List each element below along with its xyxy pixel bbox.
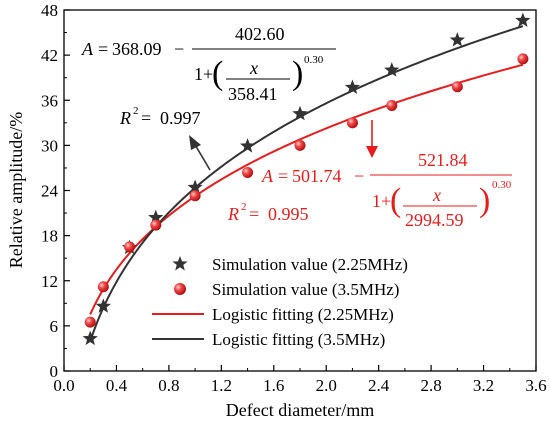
x-axis: 0.0 0.4 0.8 1.2 1.6 2.0 2.4 2.8 3.2 3.6 bbox=[53, 365, 547, 395]
svg-text:Simulation value (3.5MHz): Simulation value (3.5MHz) bbox=[212, 280, 399, 299]
svg-text:402.60: 402.60 bbox=[235, 24, 285, 44]
svg-text:(: ( bbox=[390, 182, 401, 219]
sphere-point bbox=[517, 53, 529, 65]
sphere-point bbox=[386, 100, 398, 112]
x-tick-label: 0.4 bbox=[106, 376, 128, 395]
svg-text:2: 2 bbox=[133, 105, 139, 117]
star-point bbox=[384, 62, 400, 77]
star-point bbox=[292, 105, 308, 121]
svg-text:Logistic fitting (2.25MHz): Logistic fitting (2.25MHz) bbox=[212, 305, 394, 324]
svg-text:0.30: 0.30 bbox=[492, 179, 512, 191]
red-fit-equation: A = 501.74 − 521.84 1+ ( x 2994.59 ) 0.3… bbox=[261, 150, 512, 230]
red-pointer-arrow bbox=[366, 120, 378, 158]
star-point bbox=[187, 179, 203, 194]
y-tick-label: 36 bbox=[41, 91, 58, 110]
legend-sphere-marker bbox=[174, 283, 186, 295]
svg-text:=: = bbox=[249, 204, 259, 224]
svg-text:368.09: 368.09 bbox=[112, 39, 162, 59]
svg-text:0.997: 0.997 bbox=[160, 108, 201, 128]
x-tick-label: 3.6 bbox=[525, 376, 546, 395]
legend-entry-fit-225: Logistic fitting (2.25MHz) bbox=[152, 305, 394, 324]
star-point bbox=[95, 298, 111, 313]
fit-curve bbox=[89, 63, 524, 315]
svg-text:R: R bbox=[119, 108, 131, 128]
legend: Simulation value (2.25MHz) Simulation va… bbox=[152, 255, 408, 349]
svg-text:501.74: 501.74 bbox=[292, 166, 342, 186]
y-axis: 0 6 12 18 24 30 36 42 48 bbox=[41, 1, 70, 381]
y-tick-label: 6 bbox=[50, 317, 59, 336]
x-tick-label: 0.8 bbox=[158, 376, 179, 395]
svg-text:R: R bbox=[227, 204, 239, 224]
legend-entry-fit-35: Logistic fitting (3.5MHz) bbox=[152, 330, 385, 349]
data-points bbox=[82, 12, 531, 346]
svg-text:1+: 1+ bbox=[194, 64, 213, 84]
x-tick-label: 2.8 bbox=[420, 376, 441, 395]
sphere-point bbox=[294, 139, 306, 151]
svg-text:=: = bbox=[98, 39, 108, 59]
sphere-point bbox=[124, 241, 136, 253]
svg-text:1+: 1+ bbox=[372, 191, 391, 211]
star-point bbox=[148, 209, 164, 225]
svg-text:0.30: 0.30 bbox=[304, 54, 324, 66]
x-tick-label: 0.0 bbox=[53, 376, 74, 395]
sphere-point bbox=[84, 316, 96, 328]
fit-curve bbox=[89, 25, 524, 342]
svg-text:Simulation value (2.25MHz): Simulation value (2.25MHz) bbox=[212, 255, 408, 274]
x-tick-label: 1.6 bbox=[263, 376, 284, 395]
x-tick-label: 2.0 bbox=[316, 376, 337, 395]
svg-text:A: A bbox=[81, 39, 94, 59]
svg-text:521.84: 521.84 bbox=[418, 150, 468, 170]
y-tick-label: 30 bbox=[41, 136, 58, 155]
svg-text:A: A bbox=[261, 166, 274, 186]
y-tick-label: 12 bbox=[41, 272, 58, 291]
x-tick-label: 1.2 bbox=[211, 376, 232, 395]
svg-text:=: = bbox=[278, 166, 288, 186]
legend-entry-sim-35: Simulation value (3.5MHz) bbox=[174, 280, 399, 299]
svg-text:(: ( bbox=[212, 55, 223, 92]
y-tick-label: 42 bbox=[41, 46, 58, 65]
legend-entry-sim-225: Simulation value (2.25MHz) bbox=[172, 255, 408, 274]
x-axis-title: Defect diameter/mm bbox=[226, 400, 374, 420]
svg-text:−: − bbox=[354, 166, 364, 186]
star-point bbox=[449, 32, 465, 47]
svg-text:2: 2 bbox=[241, 201, 247, 213]
svg-text:x: x bbox=[249, 58, 258, 78]
sphere-point bbox=[451, 81, 463, 93]
sphere-point bbox=[242, 166, 254, 178]
svg-text:−: − bbox=[174, 39, 184, 59]
red-r2: R 2 = 0.995 bbox=[227, 201, 309, 224]
sphere-point bbox=[150, 219, 162, 231]
x-tick-label: 3.2 bbox=[473, 376, 494, 395]
svg-text:=: = bbox=[141, 108, 151, 128]
svg-text:x: x bbox=[432, 185, 441, 205]
sphere-point bbox=[346, 117, 358, 129]
black-r2: R 2 = 0.997 bbox=[119, 105, 201, 128]
star-point bbox=[239, 138, 256, 153]
svg-text:): ) bbox=[292, 55, 303, 92]
star-point bbox=[82, 330, 98, 346]
fit-curves bbox=[89, 25, 524, 342]
y-tick-label: 18 bbox=[41, 227, 58, 246]
sphere-point bbox=[189, 190, 201, 202]
star-point bbox=[515, 12, 531, 27]
star-point bbox=[344, 79, 361, 94]
svg-text:2994.59: 2994.59 bbox=[405, 210, 464, 230]
y-axis-title: Relative amplitude/% bbox=[6, 112, 26, 268]
black-pointer-arrow bbox=[189, 135, 211, 171]
svg-text:): ) bbox=[479, 182, 490, 219]
legend-star-marker bbox=[172, 256, 188, 271]
svg-text:Logistic fitting (3.5MHz): Logistic fitting (3.5MHz) bbox=[212, 330, 385, 349]
y-tick-label: 24 bbox=[41, 182, 59, 201]
svg-text:0.995: 0.995 bbox=[268, 204, 309, 224]
x-tick-label: 2.4 bbox=[368, 376, 390, 395]
sphere-point bbox=[97, 281, 109, 293]
svg-text:358.41: 358.41 bbox=[228, 84, 278, 104]
y-tick-label: 48 bbox=[41, 1, 58, 20]
y-tick-label: 0 bbox=[50, 362, 59, 381]
black-fit-equation: A = 368.09 − 402.60 1+ ( x 358.41 ) 0.30 bbox=[81, 24, 336, 104]
